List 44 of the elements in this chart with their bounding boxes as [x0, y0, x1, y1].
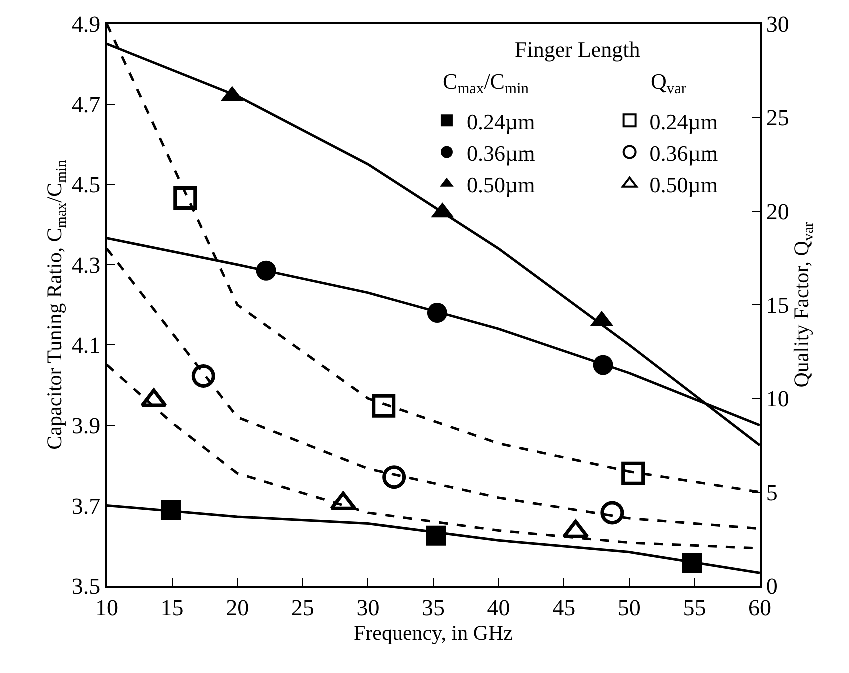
x-tick-label: 50 [618, 595, 641, 620]
y-tick-label: 3.9 [72, 413, 101, 438]
x-tick-label: 40 [487, 595, 510, 620]
legend-title: Finger Length [515, 37, 640, 62]
y2-tick-label: 10 [766, 386, 790, 412]
legend-label: 0.24µm [466, 109, 536, 134]
point [600, 501, 624, 525]
point [427, 303, 448, 324]
x-tick-label: 25 [291, 595, 314, 620]
point [382, 466, 406, 490]
annotation: C$_{max}$/C$_{min}$ [443, 69, 530, 98]
y-tick-label: 3.7 [72, 494, 101, 519]
point [622, 462, 646, 486]
x-tick-label: 20 [226, 595, 250, 620]
y-tick-label: 4.1 [72, 333, 101, 358]
x-tick-label: 30 [356, 595, 380, 620]
x-tick-label: 35 [422, 595, 445, 620]
y-tick-label: 4.9 [72, 12, 101, 38]
x-tick-label: 45 [552, 595, 576, 620]
point [682, 553, 702, 574]
y2-tick-label: 5 [766, 480, 778, 506]
legend-label: 0.36µm [466, 140, 536, 166]
y-tick-label: 4.7 [72, 92, 101, 118]
y2-tick-label: 15 [766, 293, 790, 318]
y-tick-label: 4.3 [72, 252, 101, 278]
point [256, 260, 276, 281]
y2-tick-label: 25 [766, 106, 790, 131]
point [593, 355, 614, 376]
x-tick-label: 55 [683, 595, 706, 620]
point [426, 526, 446, 546]
annotation: Q$_{var}$ [651, 69, 687, 98]
point [372, 394, 396, 418]
x-axis-title: Frequency, in GHz [354, 621, 514, 646]
legend-label: 0.50µm [466, 172, 536, 198]
y2-tick-label: 30 [766, 12, 790, 38]
legend-label: 0.50µm [650, 172, 718, 198]
legend-label: 0.36µm [650, 140, 718, 166]
y2-tick-label: 20 [766, 199, 790, 224]
point [160, 500, 181, 520]
x-tick-label: 15 [160, 595, 184, 620]
legend-label: 0.24µm [650, 109, 718, 134]
point [192, 364, 216, 388]
point [174, 186, 198, 210]
y-tick-label: 4.5 [72, 172, 101, 198]
